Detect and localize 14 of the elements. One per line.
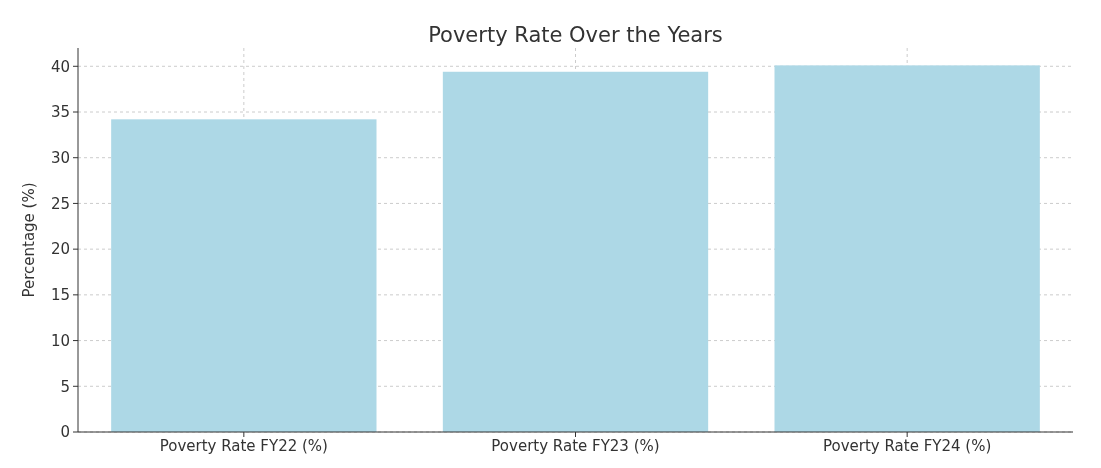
y-tick-label: 40 (50, 57, 70, 76)
y-axis-title: Percentage (%) (20, 182, 38, 298)
chart-title: Poverty Rate Over the Years (428, 23, 723, 47)
y-tick-label: 0 (60, 423, 70, 442)
y-tick-label: 15 (50, 286, 70, 305)
y-tick-label: 35 (50, 103, 70, 122)
y-tick-label: 5 (60, 377, 70, 396)
y-tick-label: 20 (50, 240, 70, 259)
y-tick-label: 10 (50, 331, 70, 350)
y-tick-label: 30 (50, 148, 70, 167)
x-tick-label: Poverty Rate FY22 (%) (159, 437, 328, 455)
x-tick-label: Poverty Rate FY24 (%) (823, 437, 992, 455)
y-tick-label: 25 (50, 194, 70, 213)
x-tick-label: Poverty Rate FY23 (%) (491, 437, 660, 455)
